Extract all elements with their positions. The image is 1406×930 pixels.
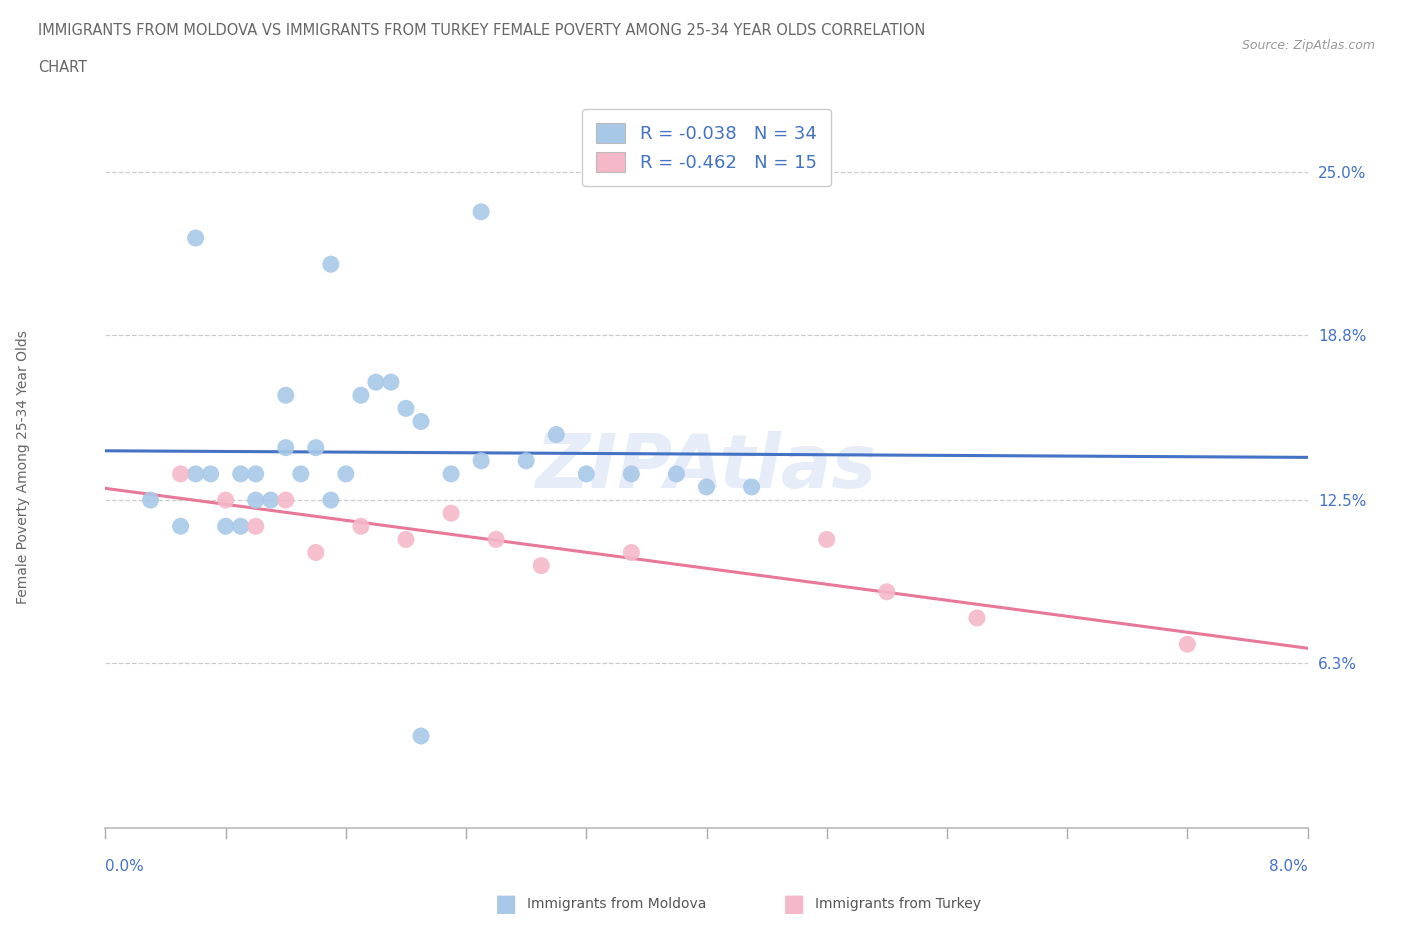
Point [470, 453, 492, 468]
Point [319, 493, 342, 508]
Point [815, 532, 838, 547]
Point [485, 532, 508, 547]
Point [319, 257, 342, 272]
Point [1175, 637, 1198, 652]
Point [741, 480, 763, 495]
Text: IMMIGRANTS FROM MOLDOVA VS IMMIGRANTS FROM TURKEY FEMALE POVERTY AMONG 25-34 YEA: IMMIGRANTS FROM MOLDOVA VS IMMIGRANTS FR… [38, 23, 925, 38]
Point [274, 493, 297, 508]
Point [440, 506, 463, 521]
Point [546, 427, 568, 442]
Point [395, 532, 418, 547]
Point [350, 519, 373, 534]
Point [214, 519, 236, 534]
Point [966, 611, 988, 626]
Point [214, 493, 236, 508]
Point [184, 231, 207, 246]
Point [364, 375, 387, 390]
Text: Immigrants from Moldova: Immigrants from Moldova [527, 897, 707, 911]
Point [245, 493, 267, 508]
Text: ■: ■ [783, 892, 806, 916]
Text: Female Poverty Among 25-34 Year Olds: Female Poverty Among 25-34 Year Olds [15, 330, 30, 604]
Point [620, 545, 643, 560]
Text: Immigrants from Turkey: Immigrants from Turkey [815, 897, 981, 911]
Point [665, 467, 688, 482]
Point [274, 388, 297, 403]
Point [515, 453, 537, 468]
Point [876, 584, 898, 599]
Point [409, 414, 432, 429]
Point [575, 467, 598, 482]
Point [169, 519, 191, 534]
Point [335, 467, 357, 482]
Text: ■: ■ [495, 892, 517, 916]
Point [260, 493, 283, 508]
Point [470, 205, 492, 219]
Point [395, 401, 418, 416]
Point [229, 519, 252, 534]
Point [380, 375, 402, 390]
Point [305, 545, 328, 560]
Point [350, 388, 373, 403]
Text: ZIPAtlas: ZIPAtlas [536, 431, 877, 504]
Point [169, 467, 191, 482]
Legend: R = -0.038   N = 34, R = -0.462   N = 15: R = -0.038 N = 34, R = -0.462 N = 15 [582, 109, 831, 186]
Point [290, 467, 312, 482]
Point [274, 440, 297, 455]
Point [200, 467, 222, 482]
Point [409, 728, 432, 743]
Point [245, 467, 267, 482]
Text: 8.0%: 8.0% [1268, 859, 1308, 874]
Point [620, 467, 643, 482]
Text: Source: ZipAtlas.com: Source: ZipAtlas.com [1241, 39, 1375, 52]
Point [305, 440, 328, 455]
Point [245, 519, 267, 534]
Point [184, 467, 207, 482]
Text: 0.0%: 0.0% [105, 859, 145, 874]
Point [696, 480, 718, 495]
Point [440, 467, 463, 482]
Text: CHART: CHART [38, 60, 87, 75]
Point [229, 467, 252, 482]
Point [530, 558, 553, 573]
Point [139, 493, 162, 508]
